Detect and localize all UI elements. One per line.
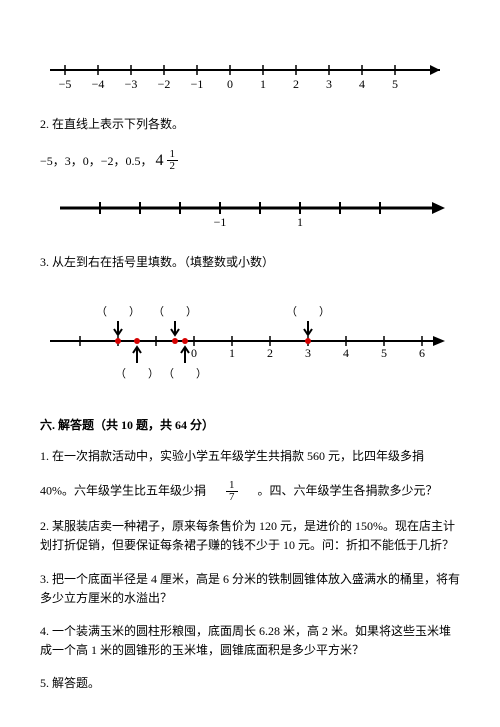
s6-q2: 2. 某服装店卖一种裙子，原来每条售价为 120 元，是进价的 150%。现在店… (40, 517, 460, 555)
svg-text:3: 3 (305, 346, 311, 360)
s6-q1: 1. 在一次捐款活动中，实验小学五年级学生共捐款 560 元，比四年级多捐 (40, 447, 460, 466)
svg-text:（ ）: （ ） (96, 305, 140, 318)
svg-text:−2: −2 (158, 77, 171, 91)
numberline-1: −5 −4 −3 −2 −1 0 1 2 3 4 5 (40, 40, 460, 95)
numberline-2: −1 1 (40, 188, 460, 233)
svg-text:（ ）: （ ） (163, 367, 207, 380)
svg-text:4: 4 (343, 346, 349, 360)
s6-q1-frac: 1 7 (226, 480, 238, 503)
q2-text: 2. 在直线上表示下列各数。 (40, 115, 460, 134)
s6-q1-line1: 1. 在一次捐款活动中，实验小学五年级学生共捐款 560 元，比四年级多捐 (40, 449, 424, 463)
q2-mixed-fraction: 4 1 2 (156, 148, 181, 174)
svg-text:0: 0 (191, 346, 197, 360)
svg-text:4: 4 (359, 77, 365, 91)
spacer (209, 483, 221, 497)
q3-text: 3. 从左到右在括号里填数。（填整数或小数） (40, 253, 460, 272)
q2-mixed-whole: 4 (156, 148, 164, 174)
svg-text:1: 1 (297, 215, 303, 229)
svg-text:（ ）: （ ） (286, 305, 330, 318)
s6-q1-l2a: 40%。六年级学生比五年级少捐 (40, 483, 206, 497)
svg-text:5: 5 (392, 77, 398, 91)
q2-values: −5，3，0，−2，0.5， 4 1 2 (40, 148, 460, 174)
numberline-3: 0 1 2 3 4 5 6 （ ） （ ） （ ） （ ） （ ） (40, 286, 460, 396)
svg-text:3: 3 (326, 77, 332, 91)
svg-text:（ ）: （ ） (115, 367, 159, 380)
s6-q5: 5. 解答题。 (40, 674, 460, 693)
svg-text:−5: −5 (59, 77, 72, 91)
q2-mixed-frac: 1 2 (167, 149, 179, 172)
q2-mixed-den: 2 (167, 161, 179, 172)
numberline-2-svg: −1 1 (40, 188, 460, 233)
svg-text:2: 2 (293, 77, 299, 91)
s6-q1-frac-den: 7 (226, 492, 238, 503)
svg-text:1: 1 (229, 346, 235, 360)
svg-text:−1: −1 (191, 77, 204, 91)
s6-q1-l2b: 。四、六年级学生各捐款多少元？ (258, 483, 438, 497)
section-6-title: 六. 解答题（共 10 题，共 64 分） (40, 416, 460, 433)
svg-text:−3: −3 (125, 77, 138, 91)
svg-text:（ ）: （ ） (153, 305, 197, 318)
svg-text:6: 6 (419, 346, 425, 360)
numberline-1-svg: −5 −4 −3 −2 −1 0 1 2 3 4 5 (40, 40, 460, 95)
svg-text:0: 0 (227, 77, 233, 91)
numberline-3-svg: 0 1 2 3 4 5 6 （ ） （ ） （ ） （ ） （ ） (40, 286, 460, 396)
svg-text:−4: −4 (92, 77, 105, 91)
svg-text:−1: −1 (214, 215, 227, 229)
svg-text:2: 2 (267, 346, 273, 360)
page: −5 −4 −3 −2 −1 0 1 2 3 4 5 2. 在直线上表示下列各数。 −5，3，0，−… (0, 0, 500, 727)
spacer2 (243, 483, 255, 497)
svg-text:5: 5 (381, 346, 387, 360)
svg-text:1: 1 (260, 77, 266, 91)
s6-q1-line2: 40%。六年级学生比五年级少捐 1 7 。四、六年级学生各捐款多少元？ (40, 480, 460, 503)
s6-q4: 4. 一个装满玉米的圆柱形粮囤，底面周长 6.28 米，高 2 米。如果将这些玉… (40, 622, 460, 660)
s6-q3: 3. 把一个底面半径是 4 厘米，高是 6 分米的铁制圆锥体放入盛满水的桶里，将… (40, 570, 460, 608)
q2-values-list: −5，3，0，−2，0.5， (40, 154, 153, 168)
